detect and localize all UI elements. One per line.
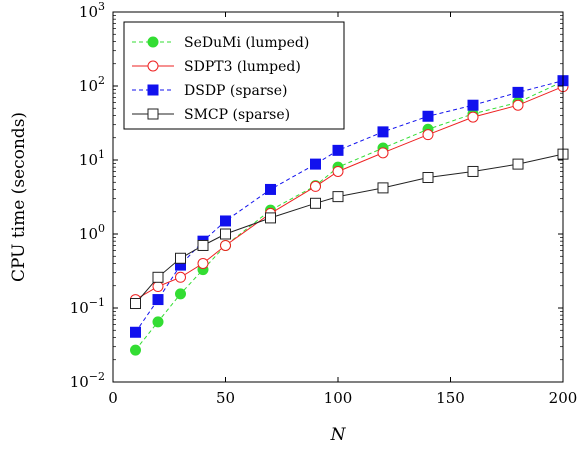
data-point: [130, 344, 141, 356]
data-point: [467, 165, 479, 177]
data-point: [377, 126, 389, 138]
y-axis: 10−2 10−1 100 101 102 103: [70, 0, 563, 391]
y-tick-label: 10−2: [70, 370, 105, 391]
data-point: [332, 191, 344, 203]
data-point: [197, 257, 209, 269]
y-tick-label: 103: [79, 0, 105, 21]
data-point: [310, 180, 321, 192]
data-point: [467, 111, 479, 123]
data-point: [220, 215, 231, 227]
y-tick-label: 100: [79, 222, 105, 243]
data-point: [422, 110, 434, 122]
data-point: [130, 298, 141, 310]
data-point: [152, 316, 164, 328]
legend-label: SDPT3 (lumped): [184, 59, 301, 75]
x-tick-label: 200: [549, 389, 578, 407]
x-tick-label: 150: [436, 389, 465, 407]
data-point: [152, 271, 164, 283]
x-axis: 0 50 100 150 200: [108, 12, 577, 407]
data-point: [175, 271, 186, 283]
data-point: [422, 129, 434, 141]
data-point: [512, 99, 524, 111]
data-point: [175, 252, 186, 264]
y-tick-label: 102: [79, 74, 105, 95]
data-point: [265, 212, 276, 224]
x-tick-label: 100: [324, 389, 353, 407]
data-point: [265, 183, 276, 195]
data-point: [332, 165, 344, 177]
data-point: [220, 228, 231, 240]
data-point: [377, 147, 389, 159]
data-point: [377, 182, 389, 194]
x-tick-label: 50: [216, 389, 235, 407]
data-point: [152, 281, 164, 293]
data-point: [332, 144, 344, 156]
x-axis-title: N: [330, 425, 347, 445]
legend-marker: [147, 108, 159, 120]
data-point: [220, 239, 231, 251]
data-point: [310, 197, 321, 209]
y-tick-label: 101: [79, 148, 105, 169]
legend-marker: [147, 36, 159, 48]
data-point: [152, 294, 164, 306]
legend-marker: [147, 84, 159, 96]
data-point: [197, 239, 209, 251]
legend-label: SeDuMi (lumped): [184, 35, 309, 51]
y-tick-label: 10−1: [70, 296, 105, 317]
data-point: [512, 158, 524, 170]
data-point: [512, 86, 524, 98]
legend-label: DSDP (sparse): [184, 83, 288, 99]
legend-marker: [147, 60, 159, 72]
data-point: [130, 326, 141, 338]
legend-label: SMCP (sparse): [184, 107, 290, 123]
series-layer: [130, 75, 569, 356]
data-point: [175, 288, 186, 300]
x-tick-label: 0: [108, 389, 118, 407]
data-point: [422, 172, 434, 184]
data-point: [467, 99, 479, 111]
y-axis-title: CPU time (seconds): [9, 112, 29, 282]
data-point: [310, 158, 321, 170]
legend: SeDuMi (lumped) SDPT3 (lumped) DSDP (spars…: [123, 21, 345, 130]
legend-box: [123, 21, 345, 130]
